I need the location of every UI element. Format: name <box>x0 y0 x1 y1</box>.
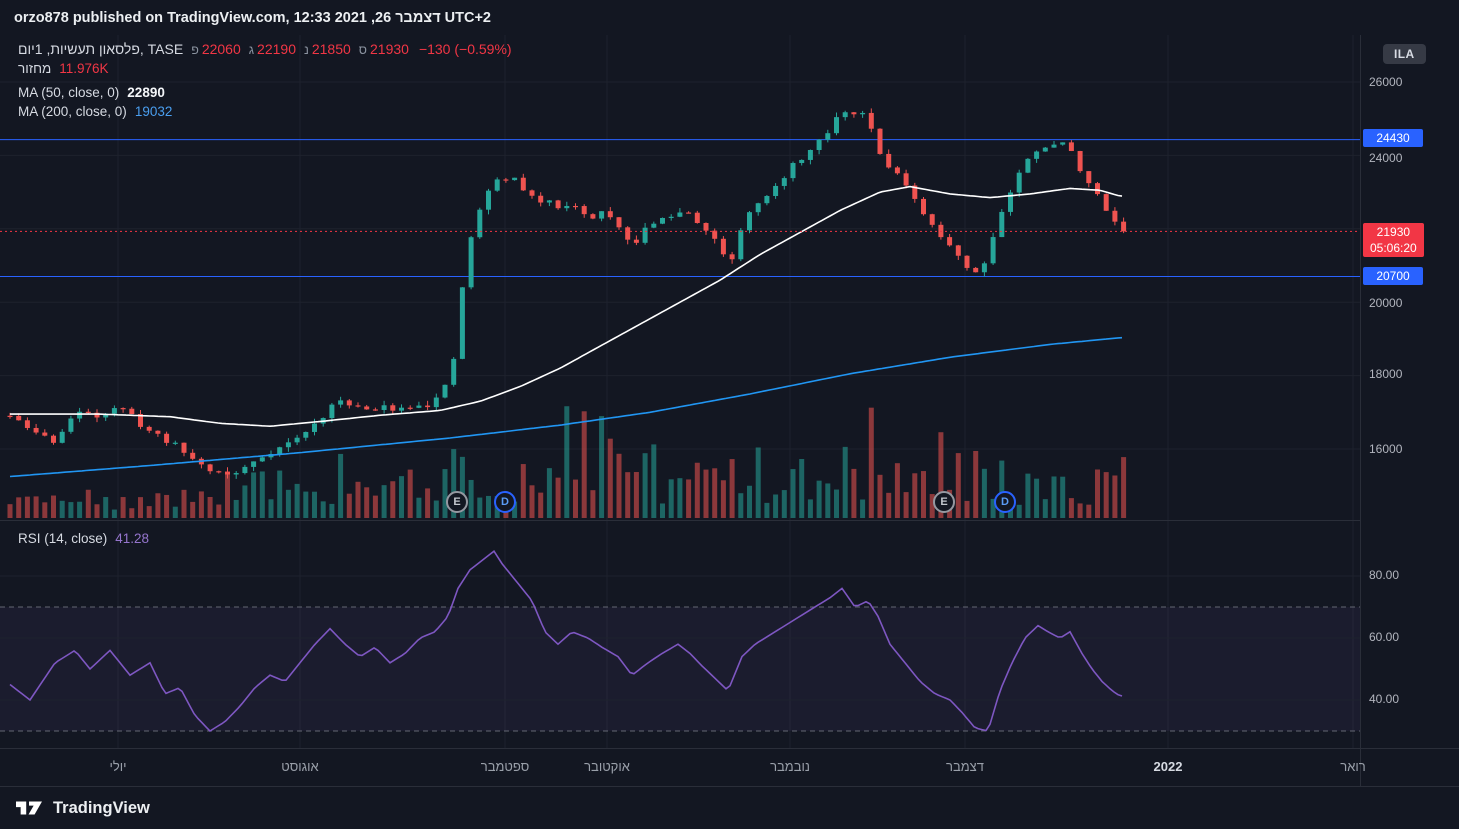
axis-tick: 20000 <box>1369 296 1403 310</box>
time-axis-label: נובמבר <box>770 759 810 774</box>
time-axis[interactable]: יולי אוגוסט ספטמבר אוקטובר נובמבר דצמבר 2022 רו… <box>0 748 1459 786</box>
earnings-marker[interactable]: E <box>933 491 955 513</box>
axis-tick: 16000 <box>1369 442 1403 456</box>
earnings-marker[interactable]: E <box>446 491 468 513</box>
time-axis-label: 2022 <box>1153 759 1183 774</box>
axis-tick: 60.00 <box>1369 630 1400 644</box>
currency-toggle[interactable]: ILA <box>1383 44 1426 64</box>
attribution-text: orzo878 published on TradingView.com, 12… <box>14 9 492 26</box>
time-axis-label: רואר <box>1340 759 1366 774</box>
rsi-pane[interactable]: RSI (14, close) 41.28 <box>0 520 1360 749</box>
time-axis-label: אוקטובר <box>584 759 630 774</box>
last-price-badge: 21930 05:06:20 <box>1363 223 1424 257</box>
level-price-badge: 24430 <box>1363 129 1423 147</box>
dividend-marker[interactable]: D <box>494 491 516 513</box>
time-axis-label: אוגוסט <box>281 759 319 774</box>
time-axis-label: דצמבר <box>946 759 984 774</box>
axis-tick: 26000 <box>1369 75 1403 89</box>
rsi-chart-canvas[interactable] <box>0 521 1360 749</box>
tradingview-logo-link[interactable]: TradingView <box>14 795 150 821</box>
axis-tick: 18000 <box>1369 367 1403 381</box>
price-axis[interactable]: ILA 26000 24000 20000 18000 16000 80.00 60.00 4… <box>1360 35 1459 786</box>
footer: TradingView <box>0 787 1459 829</box>
axis-tick: 24000 <box>1369 151 1403 165</box>
tradingview-logo-icon <box>16 801 42 815</box>
axis-tick: 40.00 <box>1369 692 1400 706</box>
axis-tick: 80.00 <box>1369 568 1400 582</box>
tradingview-wordmark: TradingView <box>53 798 150 817</box>
price-chart-canvas[interactable] <box>0 35 1360 520</box>
dividend-marker[interactable]: D <box>994 491 1016 513</box>
pane-separator <box>0 748 1459 749</box>
time-axis-label: יולי <box>109 759 127 774</box>
time-axis-label: ספטמבר <box>480 759 530 774</box>
attribution-bar: orzo878 published on TradingView.com, 12… <box>0 0 1459 35</box>
level-price-badge: 20700 <box>1363 267 1423 285</box>
price-pane[interactable]: פלסאון תעשיות, 1יום, TASE פ 22060 ג 2219… <box>0 35 1360 520</box>
footer-separator <box>0 786 1459 787</box>
